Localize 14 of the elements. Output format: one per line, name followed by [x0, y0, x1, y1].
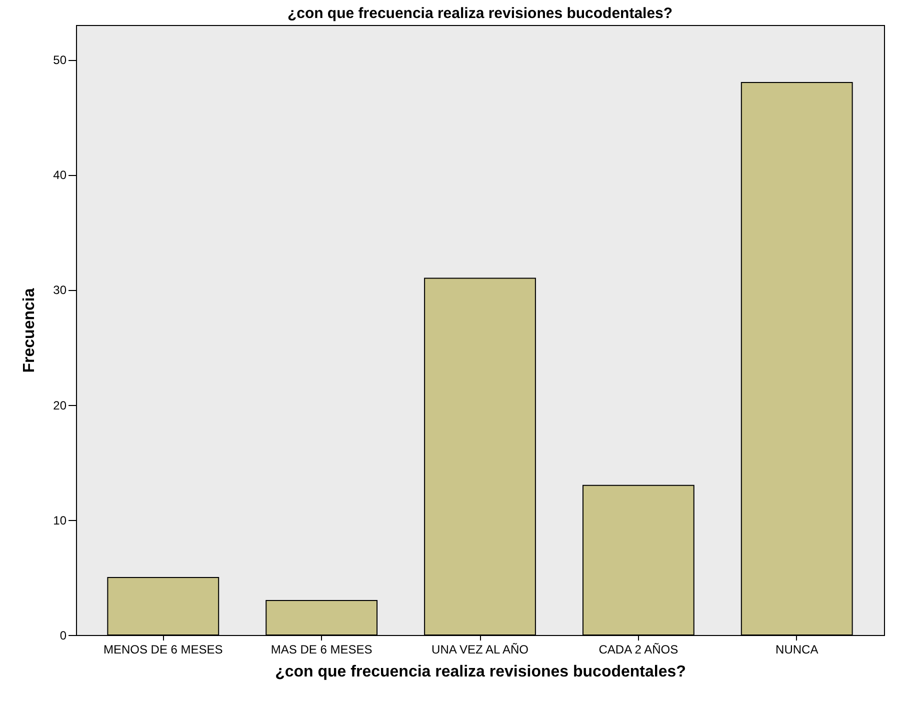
y-tick-label: 20 [53, 398, 67, 412]
y-tick-label: 10 [53, 513, 67, 528]
y-tick-label: 40 [53, 168, 67, 182]
x-tick-label: MENOS DE 6 MESES [103, 642, 223, 656]
y-tick-label: 0 [60, 628, 67, 642]
chart-title: ¿con que frecuencia realiza revisiones bucodentales? [287, 5, 673, 22]
x-tick-label: CADA 2 AÑOS [598, 642, 678, 656]
x-tick-label: UNA VEZ AL AÑO [432, 642, 528, 656]
y-axis-title: Frecuencia [21, 288, 38, 373]
y-tick-label: 30 [53, 283, 67, 298]
x-tick-label: MAS DE 6 MESES [270, 642, 372, 656]
x-tick-label: NUNCA [776, 642, 818, 656]
y-tick-label: 50 [53, 53, 67, 68]
x-axis-title: ¿con que frecuencia realiza revisiones bucodentales? [275, 664, 686, 680]
